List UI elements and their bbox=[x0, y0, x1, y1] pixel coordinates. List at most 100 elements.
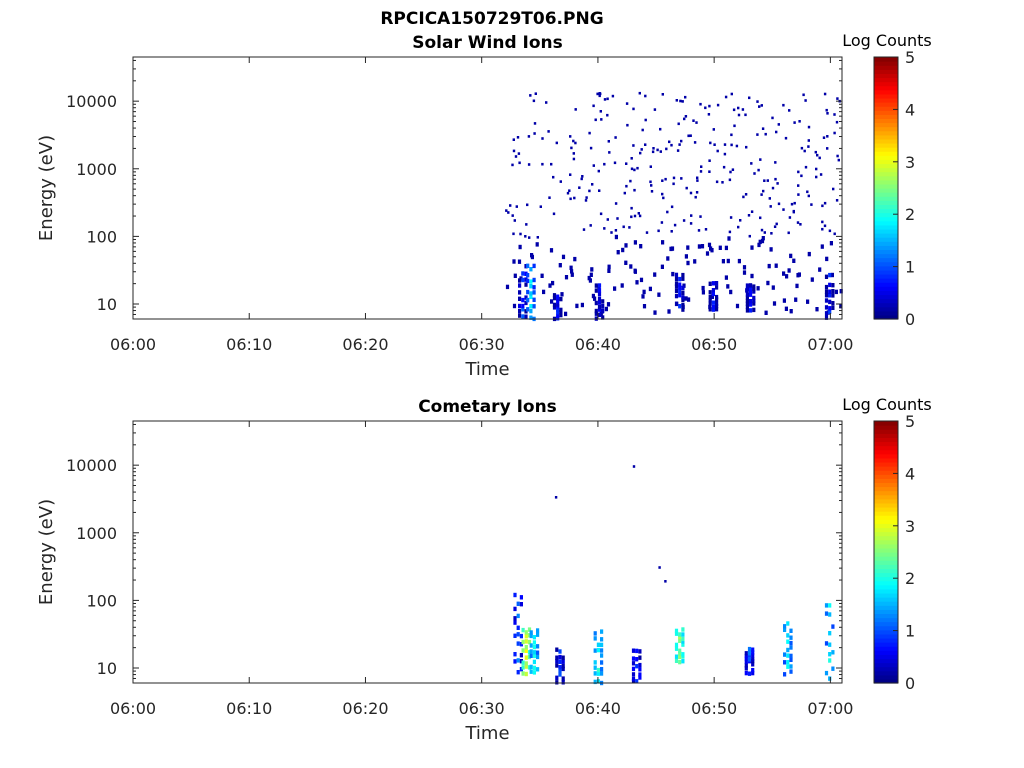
data-cell bbox=[518, 313, 522, 318]
data-point bbox=[748, 96, 751, 100]
colorbar-segment bbox=[874, 159, 898, 165]
data-point bbox=[664, 580, 667, 583]
data-cell bbox=[785, 274, 789, 279]
data-point bbox=[574, 141, 577, 145]
data-cell bbox=[575, 303, 579, 309]
data-cell bbox=[532, 263, 536, 269]
data-cell bbox=[745, 304, 749, 309]
data-point bbox=[626, 123, 629, 127]
data-point bbox=[526, 203, 529, 207]
data-cell bbox=[530, 254, 534, 260]
data-cell bbox=[751, 662, 755, 667]
data-cell bbox=[526, 278, 530, 284]
data-point bbox=[665, 147, 668, 151]
data-cell bbox=[633, 268, 637, 273]
data-cell bbox=[678, 632, 682, 637]
data-cell bbox=[711, 305, 715, 310]
data-cell bbox=[594, 300, 598, 306]
data-cell bbox=[524, 664, 528, 669]
data-point bbox=[672, 176, 676, 180]
data-point bbox=[644, 143, 647, 146]
colorbar-segment bbox=[874, 437, 898, 443]
data-cell bbox=[521, 627, 525, 633]
data-point bbox=[804, 165, 808, 169]
data-point bbox=[796, 221, 800, 224]
colorbar-segment bbox=[874, 257, 898, 263]
data-point bbox=[744, 113, 747, 117]
panel-title: Solar Wind Ions bbox=[412, 33, 563, 53]
data-cell bbox=[638, 667, 642, 672]
data-point bbox=[716, 103, 720, 107]
y-tick-label: 100 bbox=[86, 591, 117, 610]
data-point bbox=[744, 193, 748, 196]
x-tick-label: 06:40 bbox=[575, 699, 621, 718]
data-cell bbox=[831, 666, 835, 671]
data-cell bbox=[588, 278, 592, 283]
data-point bbox=[833, 232, 836, 236]
data-cell bbox=[715, 301, 719, 306]
y-tick-label: 100 bbox=[86, 227, 117, 246]
data-cell bbox=[783, 624, 787, 629]
data-cell bbox=[601, 315, 605, 320]
data-cell bbox=[834, 289, 838, 295]
data-cell bbox=[631, 672, 636, 677]
colorbar-segment bbox=[874, 278, 898, 283]
data-cell bbox=[786, 653, 790, 658]
data-cell bbox=[564, 311, 568, 317]
data-point bbox=[545, 101, 548, 104]
data-point bbox=[588, 189, 591, 193]
data-cell bbox=[657, 292, 661, 297]
data-point bbox=[578, 186, 581, 189]
data-cell bbox=[681, 302, 685, 308]
data-point bbox=[658, 566, 661, 569]
data-cell bbox=[638, 655, 642, 660]
data-cell bbox=[744, 654, 748, 659]
data-cell bbox=[559, 296, 563, 302]
data-cell bbox=[708, 301, 712, 306]
data-cell bbox=[752, 295, 756, 301]
data-cell bbox=[674, 654, 679, 659]
data-cell bbox=[757, 242, 761, 248]
data-cell bbox=[669, 246, 673, 252]
colorbar-segment bbox=[874, 81, 898, 87]
data-cell bbox=[724, 245, 728, 251]
panel-1: Solar Wind Ions 06:00 06:10 06:20 06:30 06:40… bbox=[36, 31, 932, 380]
data-point bbox=[592, 104, 595, 108]
data-cell bbox=[751, 668, 755, 673]
colorbar-tick-label: 1 bbox=[905, 622, 915, 641]
data-point bbox=[603, 162, 606, 166]
data-point bbox=[675, 99, 678, 102]
colorbar-segment bbox=[874, 523, 898, 529]
data-point bbox=[588, 131, 591, 135]
data-cell bbox=[519, 653, 523, 658]
data-point bbox=[797, 193, 800, 196]
data-cell bbox=[674, 301, 679, 306]
data-cell bbox=[629, 264, 633, 269]
data-cell bbox=[758, 239, 762, 245]
data-point bbox=[662, 196, 665, 200]
data-cell bbox=[596, 671, 600, 676]
colorbar-segment bbox=[874, 445, 898, 451]
colorbar-segment bbox=[874, 506, 898, 512]
colorbar-segment bbox=[874, 576, 898, 582]
colorbar-segment bbox=[874, 212, 898, 218]
colorbar-segment bbox=[874, 77, 898, 83]
data-cell bbox=[558, 654, 562, 660]
data-cell bbox=[792, 258, 796, 263]
data-point bbox=[694, 195, 697, 199]
data-cell bbox=[700, 244, 705, 249]
data-cell bbox=[559, 312, 563, 318]
data-point bbox=[622, 225, 625, 229]
data-point bbox=[716, 149, 719, 153]
data-cell bbox=[513, 592, 517, 598]
data-cell bbox=[552, 302, 557, 308]
data-cell bbox=[638, 662, 642, 668]
data-point bbox=[761, 127, 765, 130]
data-point bbox=[683, 117, 686, 121]
data-cell bbox=[569, 265, 573, 270]
data-cell bbox=[708, 298, 712, 303]
data-point bbox=[728, 178, 732, 182]
data-cell bbox=[600, 642, 604, 648]
data-cell bbox=[631, 648, 636, 653]
data-point bbox=[696, 176, 699, 180]
